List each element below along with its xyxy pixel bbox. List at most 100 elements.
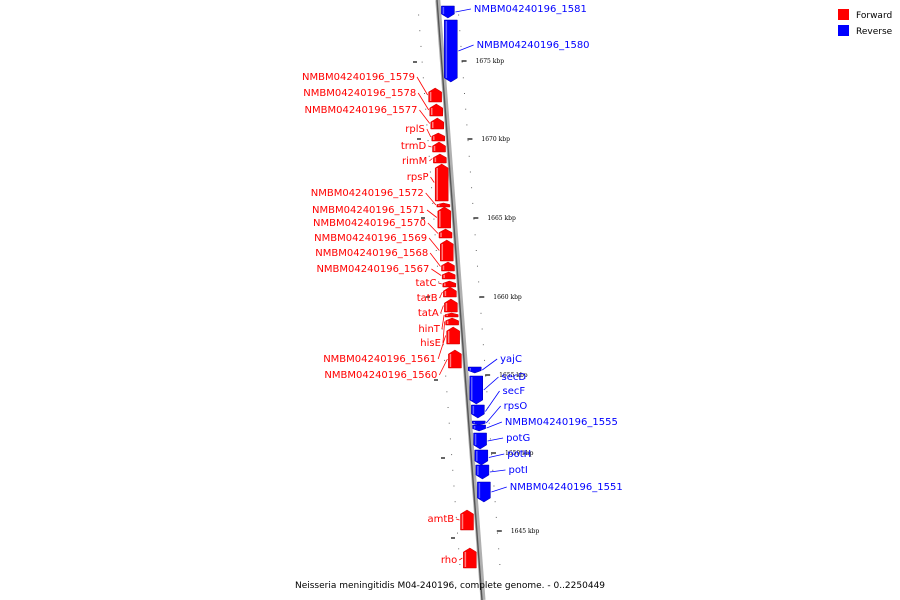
- gene-label-tata[interactable]: tatA: [418, 308, 439, 319]
- gene-nmbm04240196-1577[interactable]: [430, 117, 445, 130]
- gene-label-nmbm04240196-1567[interactable]: NMBM04240196_1567: [316, 264, 429, 275]
- gene-label-rimm[interactable]: rimM: [402, 156, 427, 167]
- gene-label-nmbm04240196-1571[interactable]: NMBM04240196_1571: [312, 205, 425, 216]
- gene-features: [428, 5, 491, 569]
- gene-label-nmbm04240196-1577[interactable]: NMBM04240196_1577: [305, 105, 418, 116]
- gene-nmbm04240196-1555[interactable]: [472, 424, 486, 432]
- scale-ticks: 1675 kbp 1670 kbp 1665 kbp 1660 kbp 1655 kbp…: [413, 14, 539, 565]
- legend-reverse-swatch: [838, 25, 849, 36]
- scale-tick-label: 1675 kbp: [476, 58, 505, 65]
- gene-label-nmbm04240196-1572[interactable]: NMBM04240196_1572: [311, 188, 424, 199]
- gene-label-nmbm04240196-1570[interactable]: NMBM04240196_1570: [313, 218, 426, 229]
- gene-label-hint[interactable]: hinT: [418, 324, 440, 335]
- gene-yajc[interactable]: [468, 366, 482, 374]
- gene-nmbm04240196-1561[interactable]: [446, 326, 460, 345]
- label-leader: [438, 282, 442, 285]
- gene-poth[interactable]: [474, 449, 489, 466]
- label-leader: [417, 92, 430, 111]
- gene-label-rho[interactable]: rho: [441, 555, 457, 566]
- legend-forward-label: Forward: [856, 11, 892, 21]
- gene-label-rpso[interactable]: rpsO: [504, 401, 528, 412]
- gene-label-nmbm04240196-1578[interactable]: NMBM04240196_1578: [303, 88, 416, 99]
- gene-tatb[interactable]: [443, 286, 457, 298]
- label-leader: [485, 390, 500, 412]
- gene-trmd[interactable]: [432, 141, 446, 153]
- gene-label-poti[interactable]: potI: [508, 465, 527, 476]
- gene-rimm[interactable]: [433, 153, 447, 164]
- label-leader: [458, 44, 474, 52]
- gene-label-nmbm04240196-1561[interactable]: NMBM04240196_1561: [323, 354, 436, 365]
- gene-label-nmbm04240196-1579[interactable]: NMBM04240196_1579: [302, 72, 415, 83]
- gene-label-nmbm04240196-1581[interactable]: NMBM04240196_1581: [474, 4, 587, 15]
- label-leader: [441, 314, 445, 330]
- gene-nmbm04240196-1578[interactable]: [429, 103, 443, 117]
- label-leader: [455, 8, 471, 13]
- gene-tata[interactable]: [444, 298, 458, 313]
- label-leader: [426, 128, 432, 138]
- gene-label-amtb[interactable]: amtB: [427, 514, 454, 525]
- gene-nmbm04240196-1567[interactable]: [441, 271, 456, 280]
- legend: Forward Reverse: [838, 9, 893, 37]
- label-leader: [485, 405, 501, 424]
- gene-label-rpls[interactable]: rplS: [405, 124, 425, 135]
- gene-nmbm04240196-1570[interactable]: [438, 228, 453, 239]
- gene-label-poth[interactable]: potH: [507, 449, 531, 460]
- gene-label-secf[interactable]: secF: [503, 386, 526, 397]
- gene-tatc[interactable]: [442, 280, 457, 288]
- label-leader: [416, 76, 428, 96]
- gene-nmbm04240196-1569[interactable]: [440, 239, 454, 262]
- gene-labels: NMBM04240196_1581 NMBM04240196_1580 NMBM04…: [302, 4, 623, 566]
- gene-nmbm04240196-1579[interactable]: [428, 87, 442, 103]
- gene-potg[interactable]: [473, 432, 487, 450]
- gene-label-nmbm04240196-1560[interactable]: NMBM04240196_1560: [324, 370, 437, 381]
- gene-label-nmbm04240196-1580[interactable]: NMBM04240196_1580: [477, 40, 590, 51]
- gene-label-tatb[interactable]: tatB: [417, 293, 438, 304]
- label-leader: [430, 176, 435, 183]
- label-leader: [442, 321, 446, 344]
- gene-label-trmd[interactable]: trmD: [401, 141, 427, 152]
- gene-nmbm04240196-1551[interactable]: [477, 481, 491, 503]
- gene-secf[interactable]: [471, 404, 485, 419]
- genome-backbone-shadow: [435, 0, 486, 600]
- gene-rpsp[interactable]: [434, 163, 449, 202]
- gene-hise[interactable]: [445, 317, 459, 326]
- gene-secd[interactable]: [469, 375, 483, 405]
- gene-poti[interactable]: [475, 464, 490, 480]
- scale-tick-label: 1665 kbp: [487, 215, 516, 222]
- label-leader: [429, 252, 441, 267]
- label-leader: [486, 421, 503, 429]
- scale-tick-label: 1655 kbp: [499, 372, 528, 379]
- label-leader: [427, 222, 439, 234]
- gene-label-secd[interactable]: secD: [502, 372, 527, 383]
- gene-nmbm04240196-1571[interactable]: [437, 206, 452, 229]
- gene-rho[interactable]: [463, 547, 477, 569]
- gene-label-nmbm04240196-1555[interactable]: NMBM04240196_1555: [505, 417, 618, 428]
- gene-label-yajc[interactable]: yajC: [500, 354, 522, 365]
- gene-nmbm04240196-1572[interactable]: [436, 202, 451, 208]
- gene-nmbm04240196-1580[interactable]: [444, 19, 458, 83]
- genome-backbone: [436, 0, 483, 600]
- gene-label-nmbm04240196-1569[interactable]: NMBM04240196_1569: [314, 233, 427, 244]
- label-leader: [429, 158, 433, 162]
- gene-rpso[interactable]: [471, 420, 486, 426]
- gene-label-rpsp[interactable]: rpsP: [407, 172, 429, 183]
- label-leader: [431, 268, 442, 276]
- gene-label-tatc[interactable]: tatC: [415, 278, 436, 289]
- label-leader: [440, 305, 444, 314]
- label-leader: [426, 209, 438, 218]
- legend-forward-swatch: [838, 9, 849, 20]
- gene-label-potg[interactable]: potG: [506, 433, 530, 444]
- gene-hint[interactable]: [444, 312, 459, 318]
- gene-nmbm04240196-1560[interactable]: [448, 349, 462, 369]
- gene-label-nmbm04240196-1568[interactable]: NMBM04240196_1568: [315, 248, 428, 259]
- gene-nmbm04240196-1568[interactable]: [441, 261, 455, 272]
- label-leader: [456, 518, 460, 521]
- label-leader: [425, 192, 437, 206]
- label-leader: [482, 358, 498, 371]
- gene-nmbm04240196-1581[interactable]: [441, 5, 455, 19]
- label-leader: [483, 376, 499, 391]
- gene-rpls[interactable]: [431, 132, 446, 142]
- gene-amtb[interactable]: [460, 509, 474, 531]
- gene-label-nmbm04240196-1551[interactable]: NMBM04240196_1551: [510, 482, 623, 493]
- gene-label-hise[interactable]: hisE: [420, 338, 441, 349]
